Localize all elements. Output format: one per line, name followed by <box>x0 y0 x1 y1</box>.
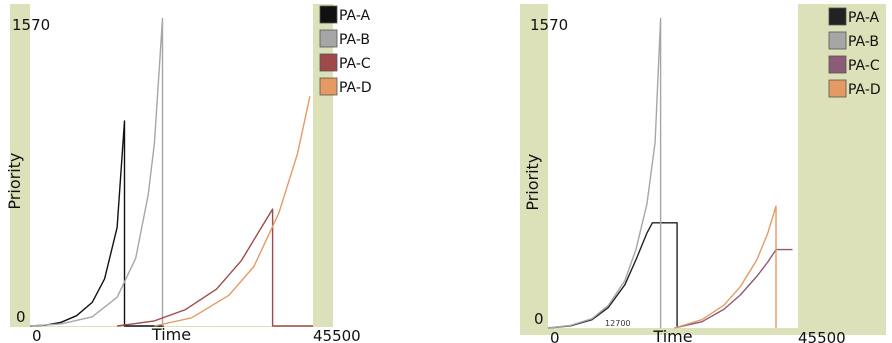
legend-label-pa-b: PA-B <box>848 34 879 50</box>
y-tick-min: 0 <box>534 310 544 328</box>
x-tick-max: 45500 <box>798 329 846 343</box>
legend-swatch-pa-c <box>319 53 338 72</box>
series-line-pa-c <box>117 208 313 327</box>
legend-swatch-pa-b <box>319 29 338 48</box>
chart-panel-2: 1570 00 45500 Time Priority 12700 PA-A PA-B PA-C… <box>520 4 886 343</box>
legend-label-pa-c: PA-C <box>339 56 371 72</box>
annotation-label: 12700 <box>605 319 630 328</box>
series-line-pa-d <box>154 96 311 327</box>
legend-swatch-pa-b <box>828 31 847 50</box>
legend-swatch-pa-a <box>828 7 847 26</box>
legend-swatch-pa-c <box>828 55 847 74</box>
y-tick-max: 1570 <box>12 16 50 34</box>
y-axis-label: Priority <box>523 154 542 211</box>
series-line-pa-b <box>547 17 662 329</box>
x-tick-min: 0 <box>550 329 560 343</box>
legend-swatch-pa-d <box>319 77 338 96</box>
chart-panel-1: 1570 00 45500 Time Priority PA-A PA-B PA-C PA-D <box>5 4 372 343</box>
y-tick-max: 1570 <box>530 16 568 34</box>
y-axis-label: Priority <box>5 153 24 210</box>
series-line-pa-c <box>674 248 793 329</box>
x-axis-label: Time <box>652 327 692 343</box>
legend-swatch-pa-a <box>319 5 338 24</box>
series-line-pa-d <box>674 205 777 329</box>
plot-area <box>30 4 313 326</box>
y-tick-min: 0 <box>16 308 26 326</box>
legend-label-pa-d: PA-D <box>848 82 881 98</box>
legend-label-pa-a: PA-A <box>848 10 880 26</box>
legend-label-pa-a: PA-A <box>339 8 371 24</box>
x-tick-max: 45500 <box>313 327 361 343</box>
series-line-pa-b <box>29 17 164 327</box>
legend-label-pa-b: PA-B <box>339 32 370 48</box>
x-tick-min: 0 <box>32 327 42 343</box>
legend-label-pa-d: PA-D <box>339 80 372 96</box>
legend-label-pa-c: PA-C <box>848 58 880 74</box>
legend-swatch-pa-d <box>828 79 847 98</box>
x-axis-label: Time <box>151 325 191 343</box>
plot-area <box>548 4 798 328</box>
